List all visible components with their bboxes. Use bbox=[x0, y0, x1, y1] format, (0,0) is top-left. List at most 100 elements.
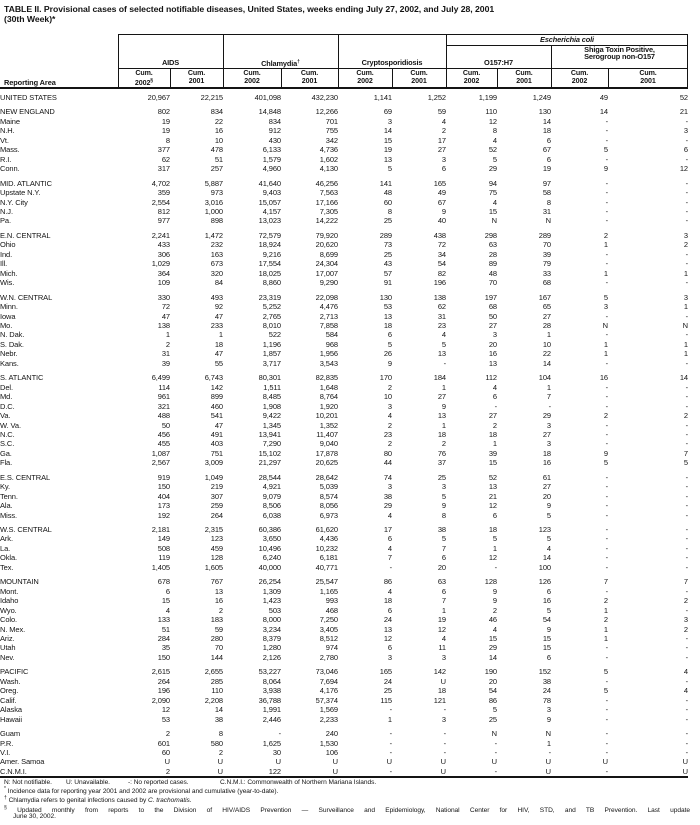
value-cell: 455 bbox=[157, 439, 170, 449]
value-cell: 3,016 bbox=[204, 197, 223, 207]
value-cell: 9,216 bbox=[262, 249, 281, 259]
value-cell: 2,713 bbox=[319, 311, 338, 321]
value-cell: 40,000 bbox=[258, 562, 281, 572]
value-cell: - bbox=[685, 420, 689, 430]
value-cell: 1,087 bbox=[151, 448, 170, 458]
reporting-area-cell: Ky. bbox=[0, 482, 10, 492]
value-cell: 110 bbox=[485, 107, 497, 117]
value-cell: 18 bbox=[488, 429, 497, 439]
value-cell: - bbox=[389, 729, 393, 739]
value-cell: 4 bbox=[441, 634, 446, 644]
reporting-area-cell: Nev. bbox=[0, 652, 15, 662]
value-cell: 38 bbox=[214, 714, 223, 724]
value-cell: 20,620 bbox=[315, 240, 338, 250]
value-cell: 4 bbox=[683, 667, 688, 677]
value-cell: 7 bbox=[683, 577, 688, 587]
value-cell: 19 bbox=[542, 164, 551, 174]
value-cell: 2,126 bbox=[262, 652, 281, 662]
value-cell: - bbox=[685, 643, 689, 653]
value-cell: 18 bbox=[437, 429, 446, 439]
value-cell: 264 bbox=[157, 676, 170, 686]
value-cell: 31 bbox=[437, 311, 446, 321]
reporting-area-cell: Utah bbox=[0, 643, 16, 653]
value-cell: - bbox=[605, 714, 609, 724]
value-cell: 306 bbox=[157, 249, 170, 259]
value-cell: 8 bbox=[546, 197, 551, 207]
value-cell: 9,079 bbox=[262, 491, 281, 501]
value-cell: 1,199 bbox=[478, 93, 497, 102]
value-cell: 114 bbox=[158, 382, 170, 392]
value-cell: 43 bbox=[383, 259, 392, 269]
value-cell: 12 bbox=[437, 624, 446, 634]
o157-group-label: O157:H7 bbox=[484, 58, 513, 67]
value-cell: 9 bbox=[441, 206, 446, 216]
value-cell: 197 bbox=[484, 292, 497, 302]
value-cell: - bbox=[605, 216, 609, 226]
value-cell: 2,780 bbox=[319, 652, 338, 662]
value-cell: - bbox=[685, 695, 689, 705]
value-cell: - bbox=[685, 652, 689, 662]
value-cell: - bbox=[605, 382, 609, 392]
value-cell: 12 bbox=[488, 116, 497, 126]
value-cell: 321 bbox=[157, 401, 170, 411]
value-cell: - bbox=[605, 705, 609, 715]
value-cell: 5 bbox=[441, 534, 446, 544]
value-cell: 6 bbox=[387, 330, 392, 340]
value-cell: 1,405 bbox=[151, 562, 170, 572]
value-cell: 1 bbox=[683, 349, 688, 359]
value-cell: U bbox=[275, 757, 281, 767]
value-cell: 1 bbox=[603, 240, 608, 250]
cum-header-cell: Cum. 2001 bbox=[300, 69, 319, 85]
value-cell: U bbox=[682, 766, 688, 776]
value-cell: 122 bbox=[268, 766, 281, 776]
value-cell: 21 bbox=[679, 107, 688, 117]
table-row: PACIFIC 2,615 2,655 53,227 73,046 165 142 190 15… bbox=[0, 662, 688, 676]
value-cell: 9 bbox=[441, 501, 446, 511]
value-cell: 49 bbox=[437, 188, 446, 198]
value-cell: 4 bbox=[492, 624, 497, 634]
value-cell: 1,648 bbox=[319, 382, 338, 392]
table-row: Ariz. 284 280 8,379 8,512 12 4 15 15 1 - bbox=[0, 634, 688, 643]
footnote-aids-update-line1: § Updated monthly from reports to the Di… bbox=[4, 804, 690, 814]
table-row: Ala. 173 259 8,506 8,056 29 9 12 9 - - bbox=[0, 501, 688, 510]
value-cell: 79,920 bbox=[315, 230, 338, 240]
value-cell: - bbox=[605, 510, 609, 520]
value-cell: 4 bbox=[387, 586, 392, 596]
value-cell: - bbox=[443, 748, 447, 757]
value-cell: 233 bbox=[210, 320, 223, 330]
reporting-area-cell: Miss. bbox=[0, 510, 17, 520]
cum-header-cell: Cum. 2002 bbox=[356, 69, 374, 85]
value-cell: 478 bbox=[210, 145, 223, 155]
value-cell: 430 bbox=[268, 135, 281, 145]
value-cell: 1,625 bbox=[262, 738, 281, 748]
value-cell: 4,476 bbox=[319, 302, 338, 312]
value-cell: 8,764 bbox=[319, 392, 338, 402]
value-cell: 183 bbox=[210, 615, 223, 625]
value-cell: 1,569 bbox=[319, 705, 338, 715]
value-cell: 3 bbox=[683, 292, 688, 302]
value-cell: 47 bbox=[214, 349, 223, 359]
value-cell: 1,000 bbox=[204, 206, 223, 216]
value-cell: 150 bbox=[157, 652, 170, 662]
value-cell: 76 bbox=[437, 448, 446, 458]
value-cell: 460 bbox=[210, 401, 223, 411]
value-cell: - bbox=[605, 501, 609, 511]
legend-not-notifiable: N: Not notifiable. bbox=[4, 779, 52, 786]
value-cell: 133 bbox=[157, 615, 170, 625]
value-cell: 19 bbox=[383, 145, 392, 155]
table-row: NEW ENGLAND 802 834 14,848 12,266 69 59 110 130 1… bbox=[0, 102, 688, 116]
value-cell: 12 bbox=[488, 501, 497, 511]
table-row: Minn. 72 92 5,252 4,476 53 62 68 65 3 1 bbox=[0, 302, 688, 311]
value-cell: - bbox=[605, 534, 609, 544]
value-cell: 29 bbox=[488, 164, 497, 174]
value-cell: 232 bbox=[210, 240, 223, 250]
value-cell: - bbox=[605, 249, 609, 259]
value-cell: 11,407 bbox=[316, 429, 338, 439]
value-cell: 152 bbox=[538, 667, 551, 677]
value-cell: 961 bbox=[157, 392, 170, 402]
value-cell: 2 bbox=[683, 624, 688, 634]
reporting-area-cell: Va. bbox=[0, 411, 11, 421]
value-cell: - bbox=[685, 178, 689, 188]
value-cell: - bbox=[685, 278, 689, 288]
